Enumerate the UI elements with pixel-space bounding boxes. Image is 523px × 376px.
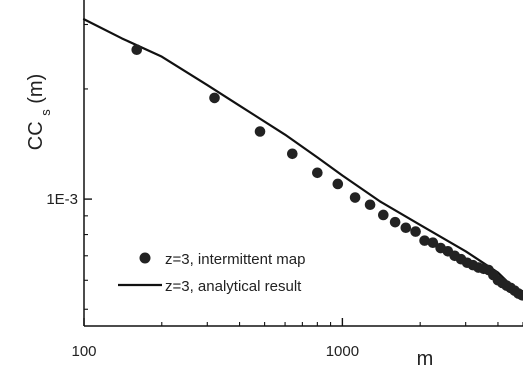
ticks-layer (83, 23, 523, 326)
y-tick-label: 1E-3 (46, 191, 78, 208)
intermittent-map-point (410, 226, 421, 237)
series-points-layer (131, 44, 523, 301)
intermittent-map-point (332, 178, 344, 190)
intermittent-map-point (364, 199, 376, 211)
y-axis-title-suffix: (m) (25, 74, 47, 104)
y-axis-title-main: CC (25, 121, 47, 150)
x-tick-label: 100 (71, 343, 96, 360)
intermittent-map-point (131, 44, 143, 56)
analytical-result-line (82, 18, 523, 299)
intermittent-map-point (209, 92, 220, 104)
tick-labels-layer: 100 1000 1E-3 (46, 191, 359, 360)
intermittent-map-point (419, 235, 430, 246)
intermittent-map-point (378, 209, 389, 221)
intermittent-map-point (400, 222, 412, 234)
legend: z=3, intermittent map z=3, analytical re… (118, 251, 305, 295)
intermittent-map-point (312, 167, 323, 179)
legend-label-intermittent-map: z=3, intermittent map (165, 251, 305, 268)
axes-layer (83, 0, 523, 327)
x-tick-label: 1000 (326, 343, 359, 360)
y-axis-title: CC s (m) (25, 74, 53, 151)
legend-marker-intermittent-map (139, 252, 151, 264)
axis-titles-layer: m CC s (m) (25, 74, 433, 370)
y-axis-title-text: CC s (m) (25, 74, 53, 151)
intermittent-map-point (349, 192, 361, 203)
series-line-layer (82, 18, 523, 299)
intermittent-map-point (254, 126, 266, 137)
x-axis-title: m (417, 348, 434, 370)
intermittent-map-point (427, 237, 439, 249)
y-axis-title-subscript: s (38, 109, 53, 116)
intermittent-map-point (389, 216, 401, 228)
intermittent-map-point (516, 289, 523, 301)
legend-label-analytical-result: z=3, analytical result (165, 278, 302, 295)
intermittent-map-point (287, 148, 298, 160)
